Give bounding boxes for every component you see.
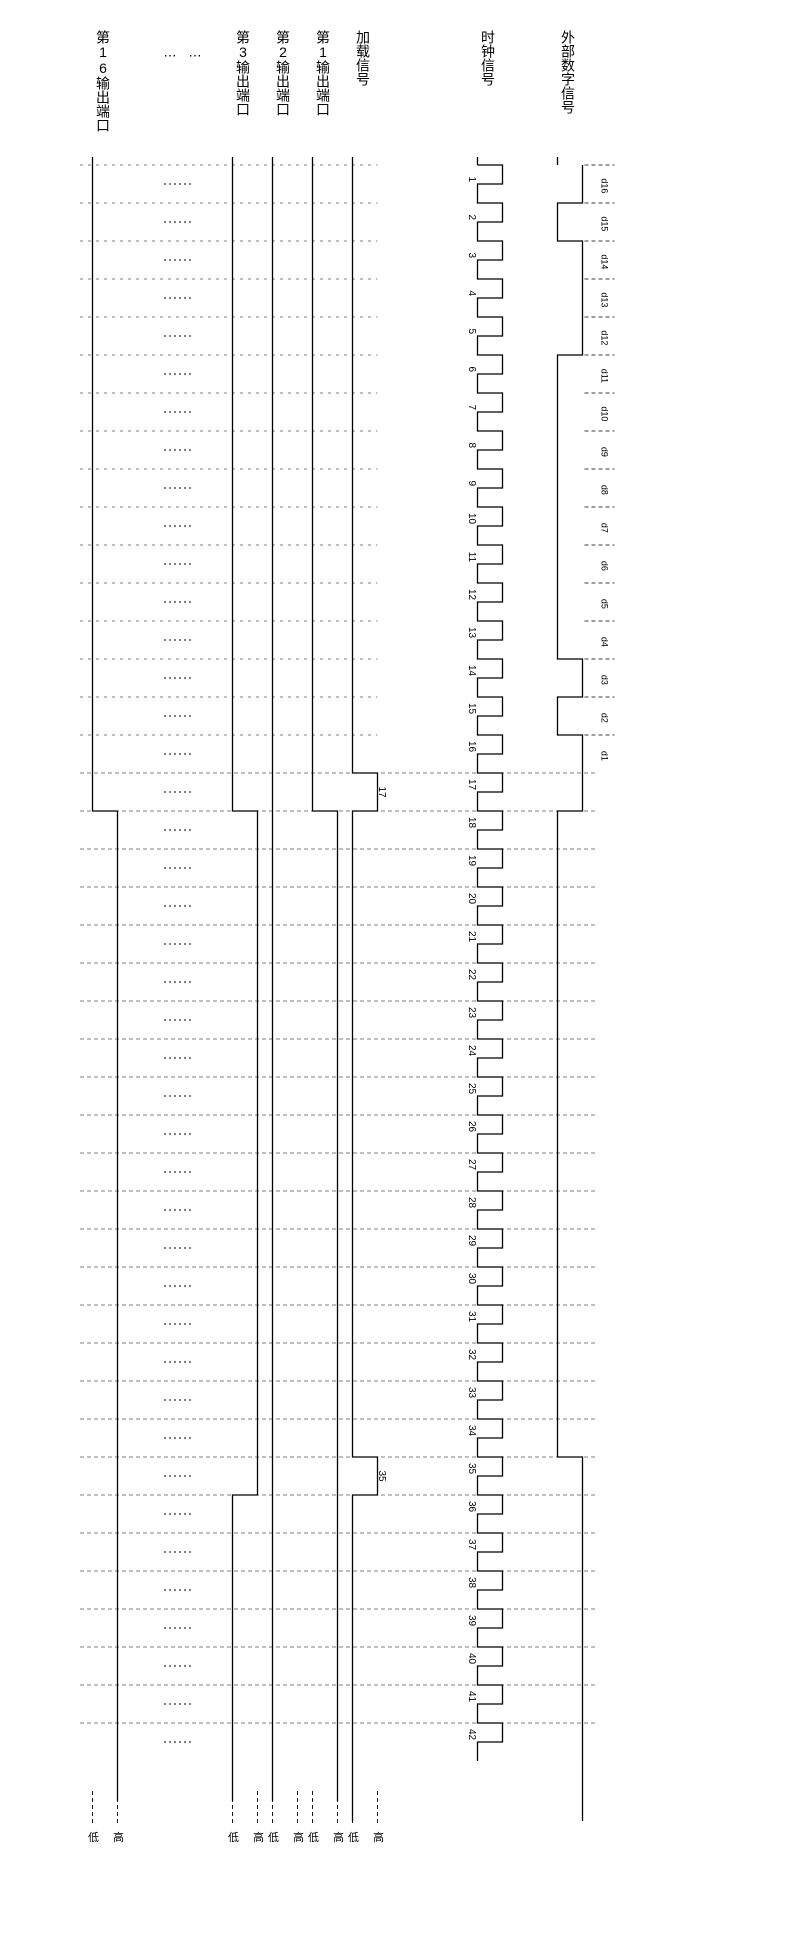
svg-text:38: 38 [466, 1577, 477, 1589]
svg-text:6: 6 [466, 367, 477, 373]
svg-text:d16: d16 [600, 178, 610, 193]
svg-text:3: 3 [466, 253, 477, 259]
svg-text:37: 37 [466, 1539, 477, 1551]
svg-text:1: 1 [466, 177, 477, 183]
svg-text:高: 高 [112, 1830, 125, 1843]
svg-text:低: 低 [307, 1831, 320, 1843]
svg-text:d6: d6 [600, 561, 610, 571]
svg-text:13: 13 [466, 627, 477, 639]
label-ext-digital: 外部数字信号 [558, 30, 578, 114]
svg-text:高: 高 [332, 1830, 345, 1843]
svg-text:16: 16 [466, 741, 477, 753]
svg-text:31: 31 [466, 1311, 477, 1323]
svg-text:2: 2 [466, 215, 477, 221]
svg-text:12: 12 [466, 589, 477, 601]
timing-diagram: 外部数字信号 时钟信号 加载信号第1输出端口第2输出端口第3输出端口 第16输出端口 ⋯… [20, 20, 800, 1923]
svg-text:14: 14 [466, 665, 477, 677]
svg-text:34: 34 [466, 1425, 477, 1437]
svg-text:10: 10 [466, 513, 477, 525]
svg-text:27: 27 [466, 1159, 477, 1171]
svg-text:d5: d5 [600, 599, 610, 609]
svg-text:d13: d13 [600, 292, 610, 307]
label-clock: 时钟信号 [478, 30, 498, 86]
svg-text:d11: d11 [600, 369, 610, 383]
svg-text:⋯: ⋯ [164, 48, 177, 63]
svg-text:28: 28 [466, 1197, 477, 1209]
svg-text:35: 35 [376, 1470, 387, 1482]
svg-text:9: 9 [466, 481, 477, 487]
svg-text:d3: d3 [600, 675, 610, 685]
svg-text:11: 11 [466, 552, 477, 563]
svg-text:低: 低 [347, 1831, 360, 1843]
svg-text:d2: d2 [600, 713, 610, 723]
svg-text:26: 26 [466, 1121, 477, 1133]
svg-text:32: 32 [466, 1349, 477, 1361]
svg-text:d7: d7 [600, 523, 610, 533]
label-out1: 第1输出端口 [313, 30, 333, 116]
svg-text:24: 24 [466, 1045, 477, 1057]
svg-text:8: 8 [466, 443, 477, 449]
svg-text:35: 35 [466, 1463, 477, 1475]
svg-text:d9: d9 [600, 447, 610, 457]
svg-text:25: 25 [466, 1083, 477, 1095]
svg-text:4: 4 [466, 291, 477, 297]
svg-text:d12: d12 [600, 330, 610, 345]
svg-text:21: 21 [466, 931, 477, 943]
svg-text:40: 40 [466, 1653, 477, 1665]
svg-text:20: 20 [466, 893, 477, 905]
svg-text:d10: d10 [600, 406, 610, 421]
svg-text:d14: d14 [600, 254, 610, 269]
svg-text:d15: d15 [600, 216, 610, 231]
svg-text:15: 15 [466, 703, 477, 715]
svg-text:高: 高 [372, 1830, 385, 1843]
svg-text:5: 5 [466, 329, 477, 335]
svg-text:41: 41 [466, 1691, 477, 1703]
svg-text:30: 30 [466, 1273, 477, 1285]
svg-text:18: 18 [466, 817, 477, 829]
svg-text:22: 22 [466, 969, 477, 981]
svg-text:d1: d1 [600, 751, 610, 761]
svg-text:36: 36 [466, 1501, 477, 1513]
svg-text:17: 17 [466, 779, 477, 791]
svg-text:低: 低 [87, 1831, 100, 1843]
svg-text:低: 低 [227, 1831, 240, 1843]
svg-text:29: 29 [466, 1235, 477, 1247]
label-out3: 第3输出端口 [233, 30, 253, 116]
svg-text:d8: d8 [600, 485, 610, 495]
svg-text:低: 低 [267, 1831, 280, 1843]
svg-text:23: 23 [466, 1007, 477, 1019]
svg-text:17: 17 [376, 786, 387, 798]
svg-text:19: 19 [466, 855, 477, 867]
svg-text:⋯: ⋯ [189, 48, 202, 63]
svg-text:39: 39 [466, 1615, 477, 1627]
svg-text:高: 高 [252, 1830, 265, 1843]
label-out16: 第16输出端口 [93, 30, 113, 132]
svg-text:高: 高 [292, 1830, 305, 1843]
svg-text:33: 33 [466, 1387, 477, 1399]
svg-text:d4: d4 [600, 637, 610, 647]
label-out2: 第2输出端口 [273, 30, 293, 116]
svg-text:7: 7 [466, 405, 477, 411]
label-load: 加载信号 [353, 30, 373, 86]
svg-text:42: 42 [466, 1729, 477, 1741]
